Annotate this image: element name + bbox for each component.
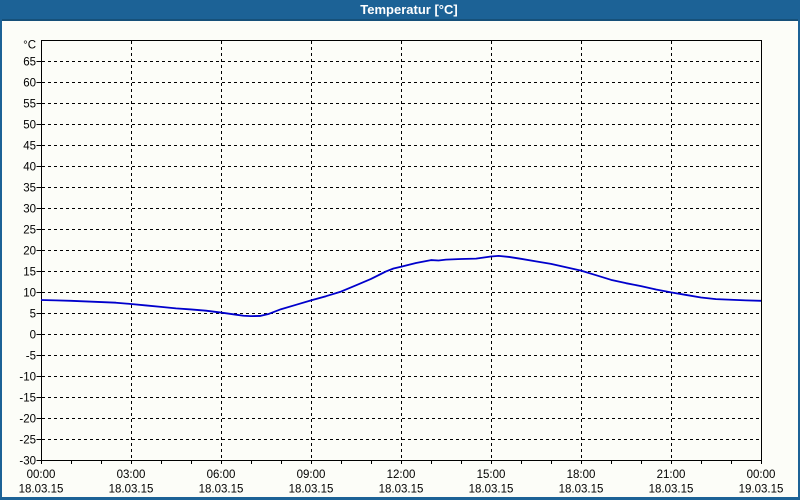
x-tick-date-label: 18.03.15 bbox=[649, 484, 694, 496]
x-tick-time-label: 00:00 bbox=[747, 469, 776, 481]
y-tick-label: -20 bbox=[19, 414, 36, 426]
x-tick-date-label: 18.03.15 bbox=[379, 484, 424, 496]
y-tick-label: -5 bbox=[26, 351, 36, 363]
x-tick-time-label: 21:00 bbox=[657, 469, 686, 481]
y-tick-label: 10 bbox=[23, 288, 36, 300]
y-tick-label: 30 bbox=[23, 204, 36, 216]
y-tick-label: -30 bbox=[19, 456, 36, 468]
x-tick-date-label: 18.03.15 bbox=[19, 484, 64, 496]
chart-title: Temperatur [°C] bbox=[360, 2, 458, 17]
y-tick-label: -10 bbox=[19, 372, 36, 384]
x-tick-date-label: 18.03.15 bbox=[559, 484, 604, 496]
x-tick-date-label: 18.03.15 bbox=[469, 484, 514, 496]
x-tick-time-label: 00:00 bbox=[27, 469, 56, 481]
y-tick-label: 35 bbox=[23, 183, 36, 195]
y-tick-label: 20 bbox=[23, 246, 36, 258]
y-tick-label: 40 bbox=[23, 162, 36, 174]
x-tick-date-label: 19.03.15 bbox=[739, 484, 784, 496]
x-tick-time-label: 06:00 bbox=[207, 469, 236, 481]
x-tick-date-label: 18.03.15 bbox=[199, 484, 244, 496]
y-tick-label: 60 bbox=[23, 78, 36, 90]
x-tick-time-label: 18:00 bbox=[567, 469, 596, 481]
x-tick-time-label: 15:00 bbox=[477, 469, 506, 481]
y-tick-label: 65 bbox=[23, 57, 36, 69]
y-tick-label: 0 bbox=[30, 330, 36, 342]
x-tick-date-label: 18.03.15 bbox=[109, 484, 154, 496]
y-tick-label: 50 bbox=[23, 120, 36, 132]
x-tick-time-label: 09:00 bbox=[297, 469, 326, 481]
y-tick-label: 45 bbox=[23, 141, 36, 153]
y-tick-label: -15 bbox=[19, 393, 36, 405]
y-tick-label: 55 bbox=[23, 99, 36, 111]
y-tick-label: 15 bbox=[23, 267, 36, 279]
x-tick-time-label: 03:00 bbox=[117, 469, 146, 481]
chart-title-bar: Temperatur [°C] bbox=[2, 0, 798, 21]
y-tick-label: 5 bbox=[30, 309, 36, 321]
temperature-series-line bbox=[40, 254, 762, 318]
x-tick-date-label: 18.03.15 bbox=[289, 484, 334, 496]
y-tick-label: -25 bbox=[19, 435, 36, 447]
x-tick-time-label: 12:00 bbox=[387, 469, 416, 481]
y-tick-label: 25 bbox=[23, 225, 36, 237]
y-axis-unit-label: °C bbox=[23, 40, 36, 52]
